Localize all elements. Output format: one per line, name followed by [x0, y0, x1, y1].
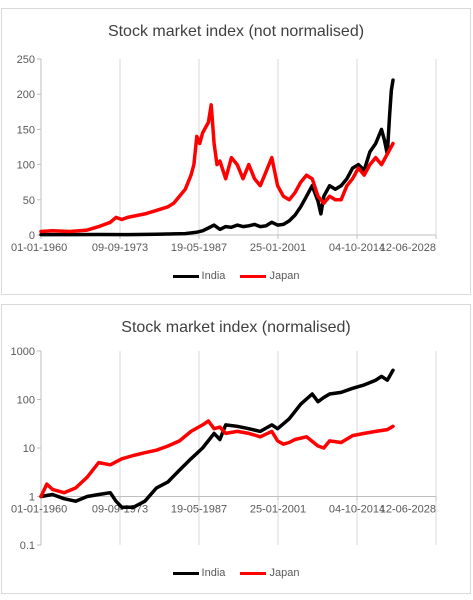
- legend-label: Japan: [269, 270, 300, 282]
- legend-label: India: [201, 567, 226, 579]
- y-tick-label: 100: [17, 160, 35, 172]
- legend-item-india: India: [172, 270, 226, 282]
- x-tick-label: 01-01-1960: [11, 504, 67, 516]
- chart-title: Stock market index (not normalised): [107, 23, 365, 40]
- chart-legend: India Japan: [2, 270, 470, 282]
- x-tick-label: 25-01-2001: [250, 504, 306, 516]
- chart-legend: India Japan: [2, 567, 470, 579]
- y-tick-label: 250: [17, 54, 35, 66]
- x-tick-label: 09-09-1973: [92, 242, 148, 254]
- x-tick-label: 19-05-1987: [171, 242, 227, 254]
- legend-label: Japan: [269, 567, 300, 579]
- series-line-india: [39, 78, 395, 237]
- legend-item-japan: Japan: [240, 270, 299, 282]
- legend-label: India: [201, 270, 226, 282]
- x-tick-label: 25-01-2001: [250, 242, 306, 254]
- x-tick-label: 19-05-1987: [171, 504, 227, 516]
- series-line-japan: [39, 103, 395, 234]
- x-tick-label: 12-06-2028: [380, 242, 436, 254]
- y-tick-label: 0: [29, 230, 35, 242]
- y-tick-label: 10: [23, 443, 35, 455]
- y-tick-label: 100: [17, 395, 35, 407]
- y-tick-label: 150: [17, 124, 35, 136]
- chart-title: Stock market index (normalised): [121, 319, 351, 336]
- y-tick-label: 1000: [11, 346, 35, 358]
- series-line-japan: [39, 419, 395, 499]
- y-tick-label: 200: [17, 89, 35, 101]
- legend-item-india: India: [172, 567, 226, 579]
- series-line-india: [39, 368, 395, 510]
- y-tick-label: 50: [23, 195, 35, 207]
- y-tick-label: 0.1: [20, 540, 35, 552]
- x-tick-label: 01-01-1960: [11, 242, 67, 254]
- x-tick-label: 12-06-2028: [380, 504, 436, 516]
- x-tick-label: 04-10-2014: [329, 504, 385, 516]
- chart-panel-not-normalised: Stock market index (not normalised) 0 50 1…: [1, 8, 471, 295]
- y-tick-label: 1: [29, 492, 35, 504]
- chart-panel-normalised: Stock market index (normalised) 0.1 1 10 10…: [1, 304, 471, 594]
- line-chart: 0 50 100 150 200 250 01-01-1960 09-09-1973 19-05…: [11, 54, 437, 254]
- x-tick-label: 04-10-2014: [329, 242, 385, 254]
- legend-item-japan: Japan: [240, 567, 299, 579]
